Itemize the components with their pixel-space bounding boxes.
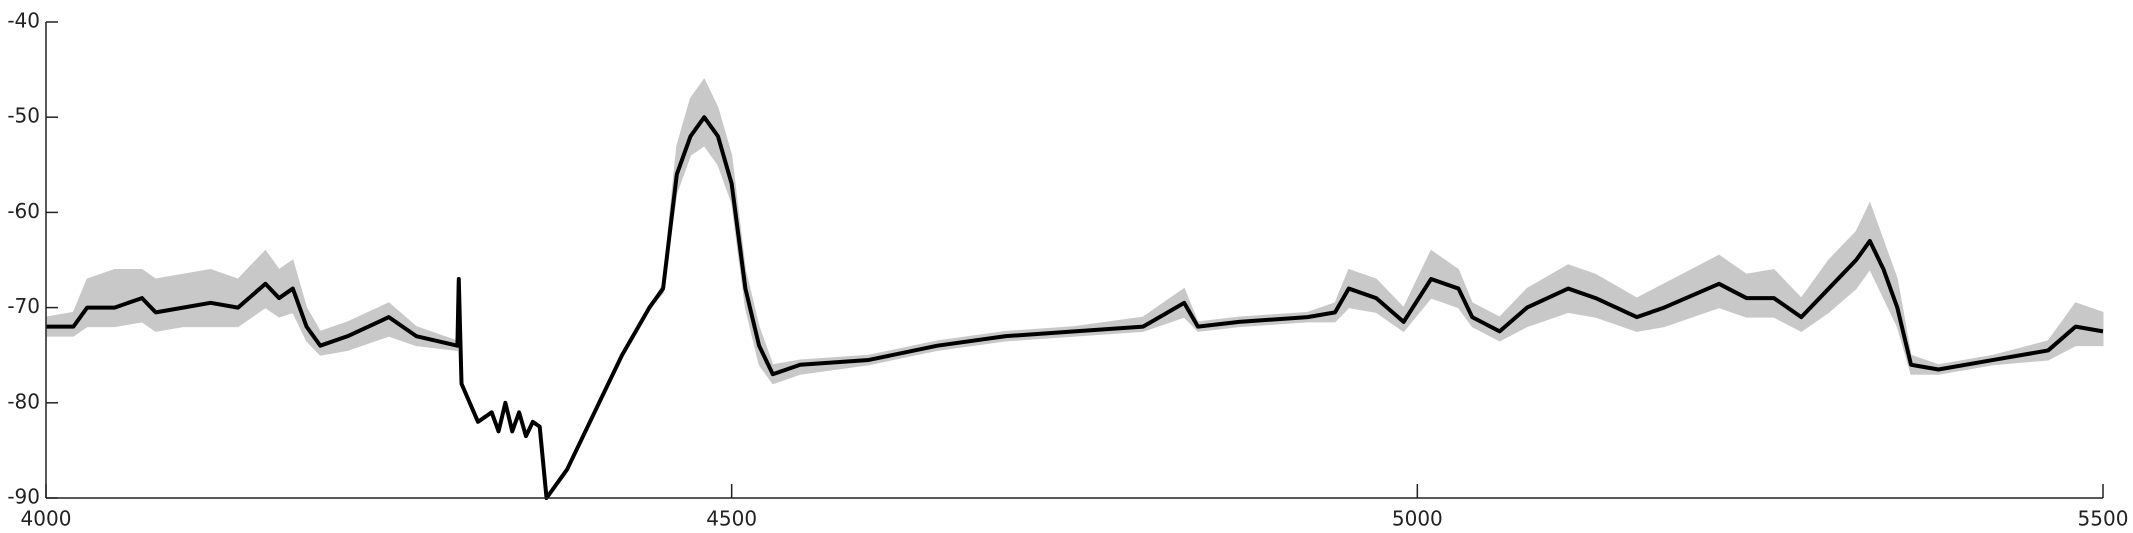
y-tick-label: -40 [7,9,40,33]
y-tick-label: -50 [7,104,40,128]
x-tick-label: 4500 [706,507,757,531]
x-tick-label: 4000 [21,507,72,531]
x-tick-label: 5000 [1392,507,1443,531]
y-tick-label: -70 [7,294,40,318]
y-tick-label: -60 [7,199,40,223]
band [45,78,2104,500]
y-tick-label: -90 [7,485,40,509]
y-tick-label: -80 [7,389,40,413]
x-tick-label: 5500 [2078,507,2129,531]
line [46,115,2104,500]
